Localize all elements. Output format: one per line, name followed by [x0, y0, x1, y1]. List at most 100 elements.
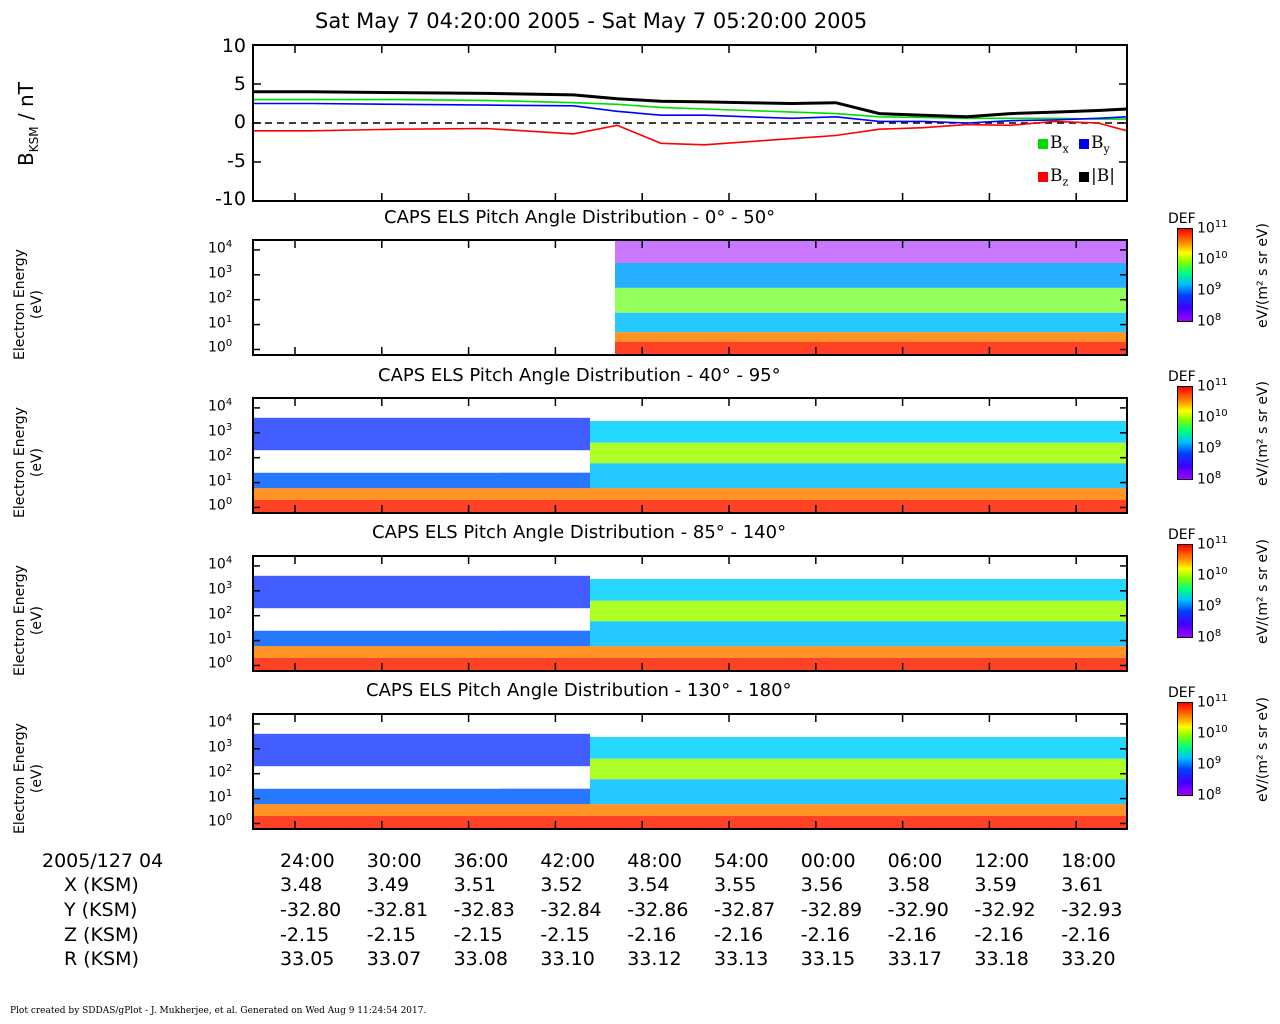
colorbar	[1177, 702, 1193, 796]
mag-ytick: 0	[233, 111, 246, 133]
colorbar-tick-label: 1010	[1197, 566, 1228, 584]
ephemeris-value: 33.18	[974, 948, 1029, 970]
spectrogram-band	[590, 714, 1127, 737]
spectrogram-band	[253, 417, 590, 451]
ephemeris-value: 3.51	[453, 874, 496, 896]
ephemeris-value: 3.54	[627, 874, 670, 896]
ephemeris-value: 48:00	[627, 850, 682, 872]
spectrogram-frame	[252, 713, 1128, 830]
footer-credit: Plot created by SDDAS/gPlot - J. Mukherj…	[10, 1006, 427, 1016]
ephemeris-value: 33.13	[714, 948, 769, 970]
ephemeris-value: 3.48	[280, 874, 323, 896]
energy-tick-label: 101	[208, 629, 233, 648]
energy-tick-label: 101	[208, 313, 233, 332]
energy-tick-label: 104	[208, 396, 233, 415]
plot-title: Sat May 7 04:20:00 2005 - Sat May 7 05:2…	[315, 9, 868, 33]
ephemeris-value: 3.56	[800, 874, 844, 896]
spectrogram-band	[590, 420, 1127, 443]
spectrogram-band	[590, 442, 1127, 464]
ephemeris-value: 3.59	[974, 874, 1017, 896]
legend-btot: |B|	[1079, 166, 1115, 186]
ephemeris-value: 00:00	[800, 850, 856, 872]
spectrogram-title: CAPS ELS Pitch Angle Distribution - 40° …	[378, 365, 781, 386]
ephemeris-value: 33.05	[280, 948, 335, 970]
spectrogram-frame	[252, 239, 1128, 356]
colorbar-def-label: DEF	[1168, 211, 1196, 227]
mag-ytick: 5	[233, 73, 246, 95]
ephemeris-value: -2.16	[1061, 924, 1111, 946]
ephemeris-value: -32.92	[974, 899, 1036, 921]
spectrogram-band	[590, 600, 1127, 622]
ephemeris-value: 3.58	[887, 874, 930, 896]
spectrogram-title: CAPS ELS Pitch Angle Distribution - 130°…	[366, 680, 792, 701]
legend-bx: Bx	[1038, 133, 1069, 155]
ephemeris-value: 42:00	[540, 850, 596, 872]
spectrogram-band	[253, 657, 1127, 671]
colorbar-tick-label: 108	[1197, 312, 1222, 330]
energy-tick-label: 103	[208, 421, 233, 440]
ephemeris-value: -2.16	[800, 924, 850, 946]
ephemeris-value: -2.16	[887, 924, 937, 946]
legend-bz: Bz	[1038, 166, 1068, 188]
ephemeris-value: 24:00	[280, 850, 335, 872]
ephemeris-value: 12:00	[974, 850, 1030, 872]
ephemeris-value: -2.16	[627, 924, 677, 946]
spectrogram-band	[253, 499, 1127, 513]
spectrogram-band	[253, 815, 1127, 829]
ephemeris-value: -2.15	[366, 924, 416, 946]
energy-tick-label: 103	[208, 579, 233, 598]
energy-tick-label: 104	[208, 712, 233, 731]
energy-tick-label: 104	[208, 238, 233, 257]
energy-tick-label: 101	[208, 471, 233, 490]
bz-swatch	[1038, 171, 1048, 182]
colorbar-tick-label: 109	[1197, 281, 1222, 299]
ephemeris-value: 33.10	[540, 948, 595, 970]
spectrogram-band	[590, 621, 1127, 647]
spectrogram-band	[615, 312, 1127, 333]
ephemeris-value: 54:00	[714, 850, 769, 872]
colorbar	[1177, 228, 1193, 322]
ephemeris-row-label: Y (KSM)	[64, 899, 138, 921]
colorbar-tick-label: 1011	[1197, 219, 1228, 237]
colorbar-tick-label: 1011	[1197, 377, 1228, 395]
energy-tick-label: 102	[208, 446, 233, 465]
ephemeris-value: 06:00	[887, 850, 943, 872]
colorbar	[1177, 544, 1193, 638]
spectrogram-band	[615, 262, 1127, 288]
ephemeris-value: 33.08	[453, 948, 508, 970]
mag-ytick: 10	[221, 35, 246, 57]
spectrogram-band	[253, 804, 1127, 816]
spectrogram-band	[590, 463, 1127, 489]
mag-ytick: -10	[214, 188, 246, 210]
ephemeris-value: -32.80	[280, 899, 342, 921]
energy-tick-label: 103	[208, 737, 233, 756]
spectrogram-band	[253, 733, 590, 767]
ephemeris-value: -32.93	[1061, 899, 1123, 921]
btot-swatch	[1079, 171, 1089, 182]
energy-tick-label: 102	[208, 288, 233, 307]
colorbar-tick-label: 1010	[1197, 724, 1228, 742]
ephemeris-value: -32.86	[627, 899, 689, 921]
ephemeris-value: -32.84	[540, 899, 602, 921]
series-line-bz	[253, 120, 1128, 146]
ephemeris-value: 30:00	[366, 850, 422, 872]
ephemeris-value: 3.55	[714, 874, 757, 896]
ephemeris-value: 36:00	[453, 850, 509, 872]
series-line-b	[253, 90, 1128, 119]
spectrogram-title: CAPS ELS Pitch Angle Distribution - 85° …	[372, 522, 787, 543]
legend-by: By	[1079, 133, 1110, 155]
spectrogram-frame	[252, 397, 1128, 514]
energy-tick-label: 100	[208, 338, 233, 357]
series-line-by	[253, 102, 1128, 124]
colorbar-tick-label: 1010	[1197, 408, 1228, 426]
bx-swatch	[1038, 138, 1048, 149]
energy-tick-label: 104	[208, 554, 233, 573]
ephemeris-value: -2.15	[280, 924, 330, 946]
spectrogram-frame	[252, 555, 1128, 672]
spectrogram-band	[615, 341, 1127, 355]
ephemeris-row-label: Z (KSM)	[64, 924, 139, 946]
colorbar-tick-label: 108	[1197, 470, 1222, 488]
spectrogram-band	[253, 450, 500, 473]
spectrogram-band	[253, 630, 590, 647]
